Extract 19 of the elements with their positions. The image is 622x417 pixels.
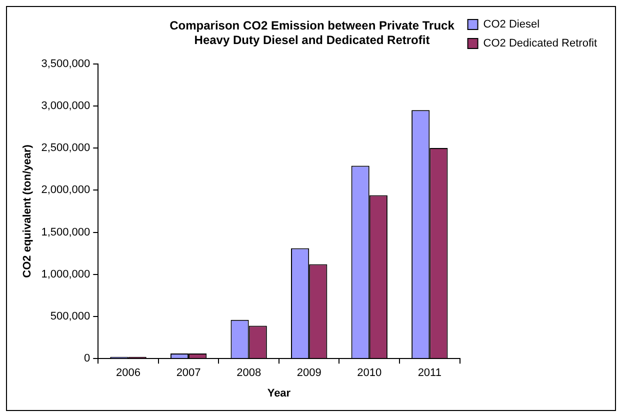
y-tick-label: 1,000,000 <box>41 268 90 280</box>
y-tick-label: 0 <box>84 352 90 365</box>
x-tick-label: 2011 <box>418 367 442 380</box>
y-tick-label: 2,500,000 <box>41 142 90 154</box>
y-tick-label: 2,000,000 <box>41 184 90 196</box>
x-tick-label: 2008 <box>236 367 262 380</box>
y-axis-title: CO2 equivalent (ton/year) <box>22 144 34 278</box>
chart-title: Comparison CO2 Emission between Private Truck Heavy Duty Diesel and Dedicated Retrofit <box>170 18 455 47</box>
y-tick-label: 3,000,000 <box>41 100 90 112</box>
x-tick-label: 2006 <box>116 367 141 380</box>
legend-label: CO2 Diesel <box>483 18 540 31</box>
x-tick-label: 2009 <box>296 367 322 380</box>
y-tick-label: 500,000 <box>50 310 90 323</box>
x-axis-title: Year <box>267 387 292 400</box>
legend-label: CO2 Dedicated Retrofit <box>483 38 597 50</box>
y-tick-label: 1,500,000 <box>41 226 90 238</box>
y-tick-label: 3,500,000 <box>41 58 90 70</box>
x-tick-label: 2007 <box>176 367 201 380</box>
x-tick-label: 2010 <box>357 367 382 380</box>
